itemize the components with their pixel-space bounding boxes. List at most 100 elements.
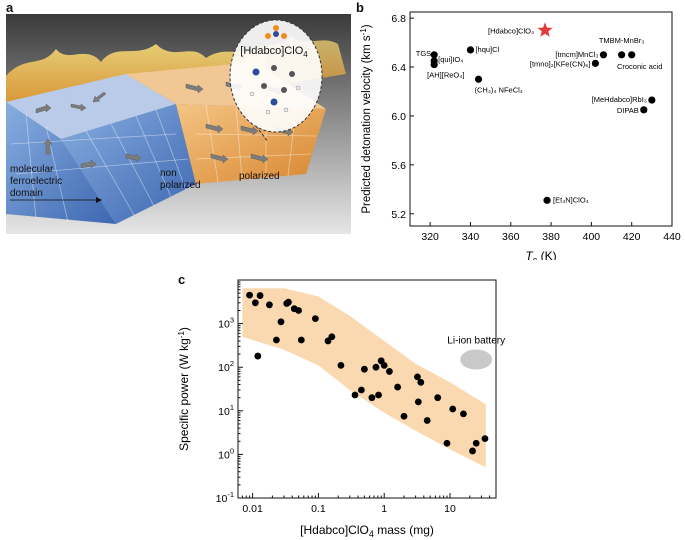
chart-c-ytick-label: 10-1 <box>216 490 234 505</box>
molecule-label: [Hdabco]ClO4 <box>240 45 308 59</box>
chart-b-point-label: (CH₃)₄ NFeCl₄ <box>475 85 523 94</box>
domain-front-blue <box>6 102 116 224</box>
chart-c-point <box>380 361 388 369</box>
chart-c-point <box>337 361 345 369</box>
chart-c-point <box>449 405 457 413</box>
chart-c-point <box>469 447 476 455</box>
chart-b-point-label: [tmcm]MnCl₃ <box>555 50 598 59</box>
chart-b-ytick-label: 6.4 <box>391 62 406 74</box>
chart-c-point <box>434 394 442 402</box>
domain-label: molecular ferroelectric domain <box>10 164 65 199</box>
chart-b-point-label: TMBM-MnBr₃ <box>599 36 645 45</box>
chart-c-point <box>386 368 393 375</box>
li-ion-battery-marker <box>460 349 493 370</box>
chart-b-xtick-label: 340 <box>462 231 480 243</box>
chart-c-point <box>328 333 336 341</box>
chart-b-ytick-label: 6.8 <box>391 13 406 25</box>
chart-c-point <box>351 391 359 399</box>
chart-b-point <box>628 51 636 59</box>
chart-c-point <box>277 318 285 326</box>
chart-b-point-label: Croconic acid <box>617 62 662 71</box>
chart-c-ylabel: Specific power (W kg-1) <box>177 327 191 451</box>
domain-pointer-head <box>96 197 102 203</box>
chart-b-highlight-label: [Hdabco]ClO₄ <box>488 26 534 35</box>
chart-c-ytick-label: 101 <box>218 403 234 418</box>
domain-front-blue-2 <box>61 104 196 224</box>
chart-c-point <box>368 394 376 402</box>
chart-c-xlabel: [Hdabco]ClO4 mass (mg) <box>300 523 434 539</box>
chart-c-xtick-label: 1 <box>381 503 387 515</box>
molecule-icon <box>249 25 301 115</box>
chart-c-point <box>297 336 305 344</box>
chart-c-point <box>481 435 489 443</box>
chart-c-point <box>394 383 402 391</box>
chart-b-highlight-star <box>537 22 553 37</box>
chart-c-point <box>400 412 408 420</box>
chart-b-ylabel: Predicted detonation velocity (km s-1) <box>359 24 373 213</box>
chart-b-point <box>648 96 656 104</box>
panel-a-letter: a <box>6 0 14 15</box>
chart-c-point <box>417 378 425 386</box>
chart-c: 0.01 0.1 1 10 10-1 100 101 102 103 Li-ion batter… <box>177 279 505 539</box>
chart-b-point <box>430 51 438 59</box>
chart-c-band <box>242 288 486 468</box>
chart-c-point <box>311 315 319 323</box>
chart-c-ytick-label: 103 <box>218 316 234 331</box>
chart-b-ytick-label: 6.0 <box>391 111 406 123</box>
chart-b-xtick-label: 320 <box>421 231 439 243</box>
chart-b: 320 340 360 380 400 420 440 5.2 5.6 6.0 6.4 6.8 TGS… <box>359 11 681 260</box>
chart-c-point <box>414 398 422 406</box>
chart-c-point <box>423 417 431 424</box>
panel-c-letter: c <box>178 272 186 287</box>
molecule-bubble <box>229 19 323 133</box>
chart-b-point <box>618 51 626 59</box>
chart-b-point-label: [Et₄N]ClO₄ <box>553 195 589 204</box>
chart-b-ytick-label: 5.2 <box>391 209 406 221</box>
chart-c-frame <box>237 279 497 499</box>
chart-b-point <box>474 75 483 83</box>
chart-c-ytick-label: 100 <box>218 446 234 461</box>
chart-b-xtick-label: 420 <box>623 231 641 243</box>
panel-b-letter: b <box>356 0 364 15</box>
chart-c-ytick-label: 102 <box>218 359 234 374</box>
chart-c-point <box>265 301 273 309</box>
chart-c-point <box>372 363 380 371</box>
chart-b-xlabel: Tc (K) <box>525 249 556 260</box>
chart-b-point-label: [hqu]Cl <box>475 45 499 54</box>
chart-c-point <box>357 386 365 394</box>
non-polarized-label: non polarized <box>160 168 201 191</box>
chart-b-point <box>466 46 475 54</box>
chart-c-point <box>295 307 302 314</box>
chart-b-ytick-label: 5.6 <box>391 160 406 172</box>
chart-c-point <box>273 336 280 344</box>
chart-b-point <box>430 60 438 69</box>
chart-b-point-label: DIPAB <box>617 106 639 115</box>
chart-c-point <box>375 391 382 399</box>
chart-b-point-label: TGS <box>416 49 431 58</box>
polarized-label: polarized <box>239 171 280 182</box>
chart-c-point <box>414 373 421 381</box>
chart-b-point <box>599 51 608 59</box>
chart-b-xtick-label: 400 <box>583 231 601 243</box>
chart-b-point-label: [MeHdabco]RbI₃ <box>592 95 647 104</box>
chart-b-xtick-label: 440 <box>663 231 681 243</box>
chart-c-xtick-label: 0.01 <box>242 503 263 515</box>
chart-c-xtick-label: 10 <box>444 503 456 515</box>
chart-c-point <box>472 439 480 447</box>
chart-c-point <box>256 292 264 299</box>
bubble-pointer <box>255 125 269 143</box>
chart-c-point <box>284 298 292 306</box>
chart-b-point <box>640 106 648 114</box>
chart-b-point-label: [AH][ReO₄] <box>427 71 464 80</box>
chart-c-point <box>251 299 259 307</box>
li-ion-battery-label: Li-ion battery <box>447 336 505 347</box>
chart-b-point-label: [tmno]₂[KFe(CN)₆] <box>530 59 591 68</box>
chart-b-point-label: [qui]IO₄ <box>438 55 463 64</box>
panel-a-illustration: [Hdabco]ClO4 molecular ferroelectric dom… <box>6 14 351 234</box>
chart-b-xtick-label: 360 <box>502 231 520 243</box>
chart-c-xtick-label: 0.1 <box>311 503 326 515</box>
chart-c-point <box>360 365 368 373</box>
domain-top-blue <box>6 74 176 139</box>
chart-c-point <box>443 439 451 447</box>
chart-b-xtick-label: 380 <box>542 231 560 243</box>
